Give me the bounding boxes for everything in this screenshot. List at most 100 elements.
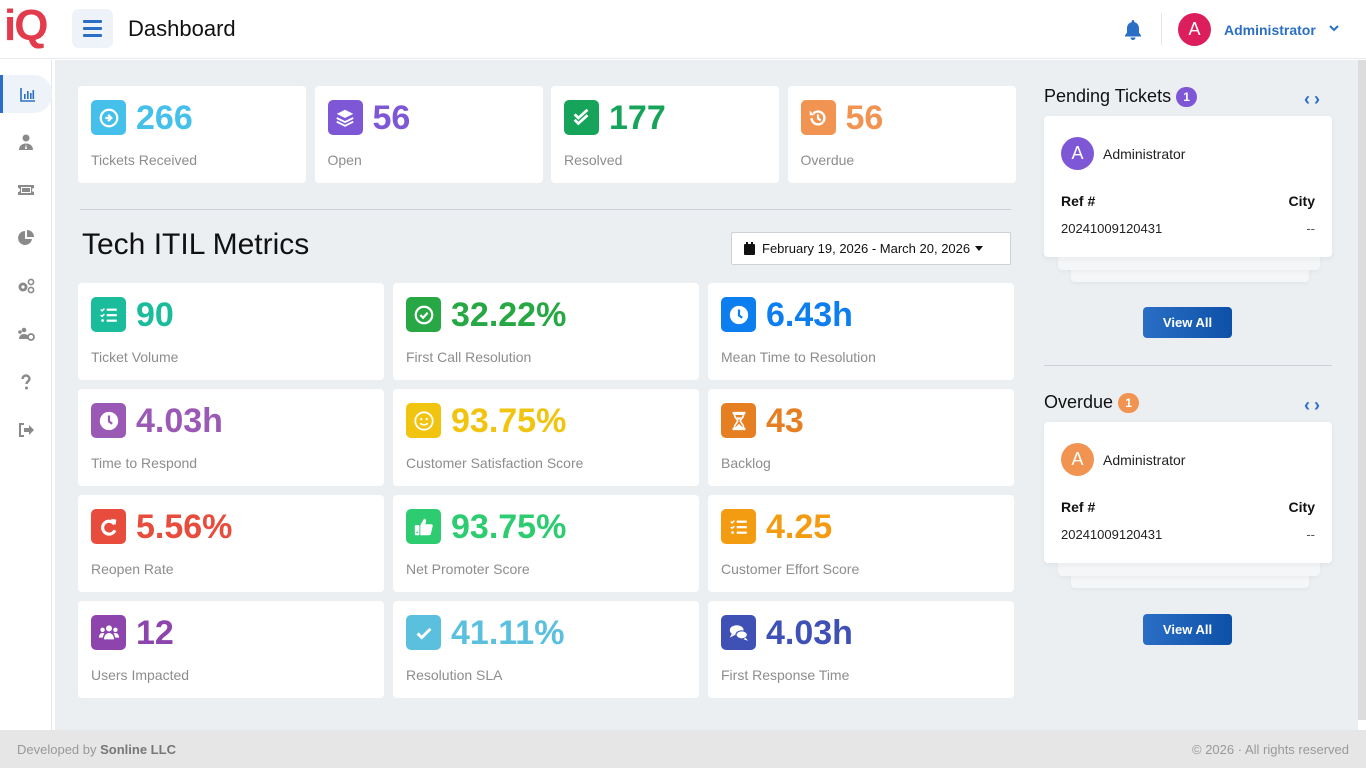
thumbs-up-icon	[406, 509, 441, 544]
summary-value: 177	[609, 99, 666, 137]
menu-toggle-button[interactable]	[72, 9, 113, 48]
arrow-circle-right-icon	[91, 100, 126, 135]
metric-value: 4.03h	[136, 402, 223, 440]
layers-icon	[327, 100, 363, 135]
sidebar-item-help[interactable]	[0, 363, 52, 401]
overdue-ticket-card[interactable]: A Administrator Ref # City 2024100912043…	[1044, 422, 1332, 563]
cogs-icon	[18, 278, 35, 294]
metric-label: Net Promoter Score	[406, 561, 530, 577]
metric-card[interactable]: 4.03h First Response Time	[708, 601, 1014, 698]
date-range-picker[interactable]: February 19, 2026 - March 20, 2026	[731, 232, 1011, 265]
sidebar-item-tickets[interactable]	[0, 171, 52, 209]
ref-value: 20241009120431	[1061, 527, 1163, 542]
sidebar-item-logout[interactable]	[0, 411, 52, 449]
metric-label: Customer Satisfaction Score	[406, 455, 584, 471]
metric-label: First Call Resolution	[406, 349, 532, 365]
summary-card[interactable]: 56 Open	[314, 86, 543, 183]
metric-label: Users Impacted	[91, 667, 190, 683]
metric-card[interactable]: 4.25 Customer Effort Score	[708, 495, 1014, 592]
metric-label: Ticket Volume	[91, 349, 179, 365]
tasks-icon	[91, 297, 126, 332]
metric-value: 4.03h	[766, 614, 853, 652]
app-logo[interactable]: iQ	[4, 1, 48, 50]
metrics-title: Tech ITIL Metrics	[82, 228, 310, 261]
footer: Developed by Sonline LLC © 2026 · All ri…	[0, 730, 1366, 768]
pending-ticket-card[interactable]: A Administrator Ref # City 2024100912043…	[1044, 116, 1332, 257]
sidebar-item-user-management[interactable]	[0, 315, 52, 353]
metric-value: 32.22%	[451, 296, 567, 334]
hourglass-icon	[721, 403, 756, 438]
page-title: Dashboard	[128, 16, 236, 41]
summary-card[interactable]: 56 Overdue	[787, 86, 1016, 183]
metric-card[interactable]: 32.22% First Call Resolution	[393, 283, 699, 380]
redo-icon	[91, 509, 126, 544]
sidebar-item-settings[interactable]	[0, 267, 52, 305]
prev-arrow-icon[interactable]: ‹	[1304, 395, 1314, 415]
overdue-header: Overdue 1	[1044, 392, 1140, 413]
metric-card[interactable]: 4.03h Time to Respond	[78, 389, 384, 486]
metric-card[interactable]: 93.75% Net Promoter Score	[393, 495, 699, 592]
pending-tickets-header: Pending Tickets 1	[1044, 86, 1198, 107]
pending-tickets-title: Pending Tickets	[1044, 86, 1172, 106]
next-arrow-icon[interactable]: ›	[1314, 395, 1324, 415]
copyright: © 2026 · All rights reserved	[1192, 742, 1349, 757]
pending-view-all-button[interactable]: View All	[1143, 307, 1232, 338]
overdue-nav: ‹›	[1304, 395, 1324, 416]
city-label: City	[1288, 499, 1315, 515]
metric-card[interactable]: 93.75% Customer Satisfaction Score	[393, 389, 699, 486]
next-arrow-icon[interactable]: ›	[1314, 89, 1324, 109]
metric-value: 5.56%	[136, 508, 233, 546]
chevron-down-icon[interactable]	[1328, 22, 1340, 34]
smile-icon	[406, 403, 441, 438]
hamburger-icon	[83, 27, 102, 30]
metric-label: Resolution SLA	[406, 667, 503, 683]
overdue-title: Overdue	[1044, 392, 1114, 412]
metric-label: Customer Effort Score	[721, 561, 860, 577]
summary-value: 56	[845, 99, 884, 137]
summary-label: Resolved	[564, 152, 623, 168]
metric-card[interactable]: 43 Backlog	[708, 389, 1014, 486]
bell-icon[interactable]	[1122, 18, 1144, 42]
summary-value: 56	[372, 99, 411, 137]
user-tie-icon	[19, 134, 33, 150]
sidebar-item-users[interactable]	[0, 123, 52, 161]
clock-icon	[721, 297, 756, 332]
metric-card[interactable]: 5.56% Reopen Rate	[78, 495, 384, 592]
user-avatar[interactable]: A	[1178, 13, 1211, 46]
top-bar: iQ Dashboard A Administrator	[0, 0, 1366, 59]
metric-value: 41.11%	[451, 614, 565, 652]
overdue-view-all-button[interactable]: View All	[1143, 614, 1232, 645]
metric-label: First Response Time	[721, 667, 850, 683]
summary-label: Overdue	[800, 152, 855, 168]
metric-card[interactable]: 90 Ticket Volume	[78, 283, 384, 380]
users-cog-icon	[18, 327, 35, 341]
ticket-user-name: Administrator	[1103, 452, 1186, 468]
sidebar-item-reports[interactable]	[0, 219, 52, 257]
scrollbar[interactable]	[1358, 60, 1366, 720]
metric-label: Reopen Rate	[91, 561, 174, 577]
company-link[interactable]: Sonline LLC	[100, 742, 176, 757]
user-name[interactable]: Administrator	[1224, 22, 1316, 38]
metric-value: 43	[766, 402, 804, 440]
summary-card[interactable]: 266 Tickets Received	[78, 86, 306, 183]
metric-label: Time to Respond	[91, 455, 198, 471]
metric-value: 4.25	[766, 508, 833, 546]
history-icon	[800, 100, 836, 135]
ticket-avatar: A	[1061, 443, 1094, 476]
caret-down-icon	[975, 246, 984, 251]
metric-card[interactable]: 6.43h Mean Time to Resolution	[708, 283, 1014, 380]
metric-label: Backlog	[721, 455, 771, 471]
prev-arrow-icon[interactable]: ‹	[1304, 89, 1314, 109]
developed-by-text: Developed by	[17, 742, 97, 757]
pie-chart-icon	[18, 230, 34, 245]
metric-card[interactable]: 12 Users Impacted	[78, 601, 384, 698]
sidebar-item-dashboard[interactable]	[0, 75, 52, 113]
header-divider	[1161, 13, 1162, 45]
footer-credit: Developed by Sonline LLC	[17, 742, 176, 757]
metric-card[interactable]: 41.11% Resolution SLA	[393, 601, 699, 698]
check-square-icon	[406, 615, 441, 650]
summary-card[interactable]: 177 Resolved	[551, 86, 779, 183]
calendar-icon	[744, 242, 755, 255]
pending-count-badge: 1	[1176, 86, 1198, 107]
chart-bar-icon	[19, 88, 35, 102]
